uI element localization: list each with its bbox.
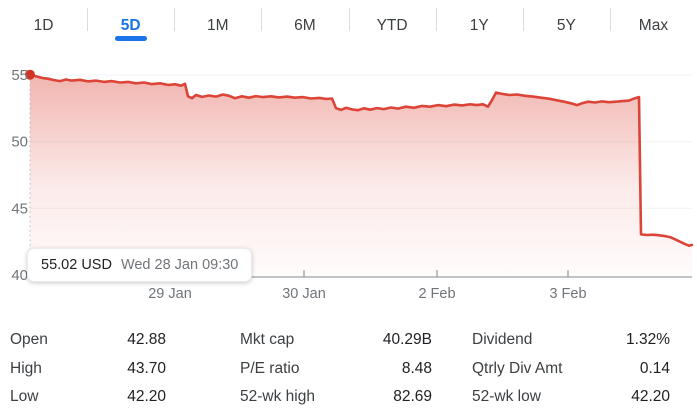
tooltip-datetime: Wed 28 Jan 09:30 [120,257,239,273]
selected-point-dot [25,69,35,80]
stat-pe-ratio: P/E ratio 8.48 [240,355,432,384]
tab-5d[interactable]: 5D [87,0,174,42]
price-chart-svg: 55 50 45 40 29 Jan 30 Jan 2 Feb 3 Feb [11,67,694,302]
stat-dividend: Dividend 1.32% [472,326,670,355]
stat-value: 42.20 [631,388,670,406]
stat-label: Low [10,388,39,406]
tab-1y[interactable]: 1Y [435,0,523,42]
x-tick-label-2feb: 2 Feb [418,286,455,302]
tab-max[interactable]: Max [609,0,697,42]
price-chart[interactable]: 55 50 45 40 29 Jan 30 Jan 2 Feb 3 Feb [0,42,697,310]
stat-value: 1.32% [626,331,670,349]
stat-label: P/E ratio [240,359,300,377]
stat-label: Open [10,331,48,349]
area-fill [30,74,692,277]
stats-column-dividend: Dividend 1.32% Qtrly Div Amt 0.14 52-wk … [472,326,670,412]
stat-qtrly-div-amt: Qtrly Div Amt 0.14 [472,355,670,384]
y-tick-label-45: 45 [11,200,28,217]
stat-label: Dividend [472,331,533,349]
stat-value: 42.88 [127,331,166,349]
stat-52wk-low: 52-wk low 42.20 [472,383,670,412]
stat-label: Mkt cap [240,331,295,349]
stat-value: 82.69 [393,388,432,406]
stat-value: 43.70 [127,359,166,377]
stat-mkt-cap: Mkt cap 40.29B [240,326,432,355]
stat-value: 8.48 [401,359,432,377]
stat-low: Low 42.20 [10,383,166,412]
x-tick-label-3feb: 3 Feb [549,286,586,302]
stat-value: 0.14 [639,359,670,377]
tab-1m[interactable]: 1M [174,0,261,42]
stats-column-valuation: Mkt cap 40.29B P/E ratio 8.48 52-wk high… [240,326,432,412]
tab-ytd[interactable]: YTD [348,0,436,42]
y-tick-label-40: 40 [11,267,28,284]
stat-open: Open 42.88 [10,326,166,355]
stat-label: 52-wk high [240,388,315,406]
tooltip-price: 55.02 USD [41,257,112,273]
y-tick-label-55: 55 [11,67,28,84]
price-line [28,73,694,247]
stat-label: Qtrly Div Amt [472,359,563,377]
tab-6m[interactable]: 6M [261,0,348,42]
stat-value: 40.29B [382,331,432,349]
tab-1d[interactable]: 1D [0,0,87,42]
tab-5y[interactable]: 5Y [522,0,610,42]
stats-column-price: Open 42.88 High 43.70 Low 42.20 [10,326,166,412]
stat-label: High [10,359,42,377]
x-tick-label-30jan: 30 Jan [282,286,326,302]
stat-52wk-high: 52-wk high 82.69 [240,383,432,412]
range-tab-bar: 1D 5D 1M 6M YTD 1Y 5Y Max [0,0,697,42]
stat-value: 42.20 [127,388,166,406]
active-tab-underline [114,36,147,41]
x-tick-label-29jan: 29 Jan [148,286,192,302]
stat-high: High 43.70 [10,355,166,384]
y-tick-label-50: 50 [11,134,28,151]
stat-label: 52-wk low [472,388,541,406]
price-tooltip: 55.02 USD Wed 28 Jan 09:30 [27,248,253,282]
